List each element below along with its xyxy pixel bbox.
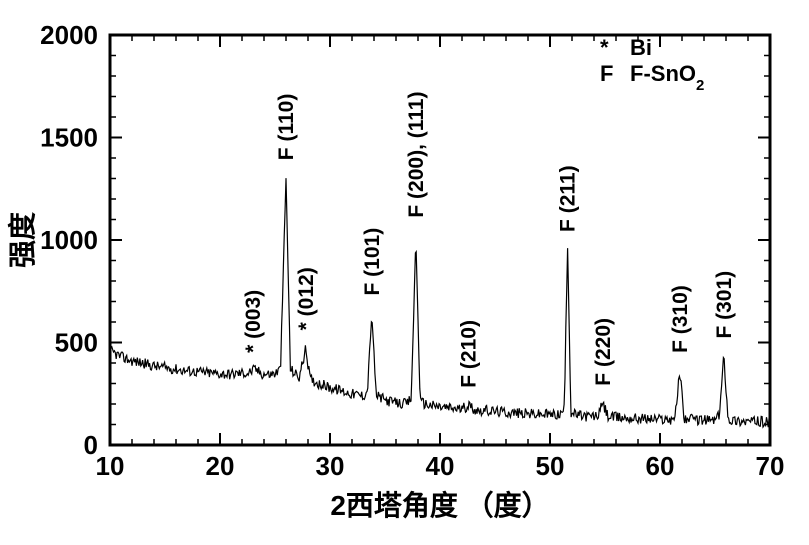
peak-label: F (310) bbox=[669, 285, 692, 353]
legend-row: * Bi bbox=[600, 35, 652, 60]
peak-label: F (301) bbox=[713, 271, 736, 339]
peak-label: F (110) bbox=[275, 94, 298, 161]
y-tick-label: 1000 bbox=[40, 225, 98, 255]
y-axis-label: 强度 bbox=[7, 212, 38, 268]
x-tick-label: 20 bbox=[206, 451, 235, 481]
x-tick-label: 70 bbox=[756, 451, 785, 481]
x-tick-label: 30 bbox=[316, 451, 345, 481]
legend-text: F-SnO2 bbox=[630, 61, 704, 94]
xrd-chart: 10 20 30 40 50 60 70 0 500 1000 1500 2000 2西塔角度 （度） 强… bbox=[0, 0, 809, 545]
peak-label: F (210) bbox=[458, 320, 481, 388]
x-axis-label: 2西塔角度 （度） bbox=[330, 489, 549, 521]
x-tick-label: 50 bbox=[536, 451, 565, 481]
y-tick-label: 1500 bbox=[40, 123, 98, 153]
peak-label: F (200), (111) bbox=[405, 92, 428, 218]
peak-label: F (220) bbox=[592, 318, 615, 386]
y-tick-label: 0 bbox=[84, 430, 98, 460]
x-tick-label: 60 bbox=[646, 451, 675, 481]
legend-row: F F-SnO2 bbox=[600, 61, 704, 94]
peak-label: F (101) bbox=[361, 228, 384, 296]
chart-svg: 10 20 30 40 50 60 70 0 500 1000 1500 2000 2西塔角度 （度） 强… bbox=[0, 0, 809, 545]
legend-text: Bi bbox=[630, 35, 652, 60]
x-tick-label: 10 bbox=[96, 451, 125, 481]
peak-label: * (003) bbox=[242, 290, 265, 353]
legend: * Bi F F-SnO2 bbox=[600, 35, 704, 94]
peak-label: F (211) bbox=[557, 165, 580, 232]
plot-border bbox=[110, 35, 770, 445]
peak-label: * (012) bbox=[295, 267, 318, 330]
y-tick-label: 2000 bbox=[40, 20, 98, 50]
x-tick-label: 40 bbox=[426, 451, 455, 481]
legend-symbol: * bbox=[600, 35, 609, 60]
legend-symbol: F bbox=[600, 61, 613, 86]
y-tick-label: 500 bbox=[55, 328, 98, 358]
